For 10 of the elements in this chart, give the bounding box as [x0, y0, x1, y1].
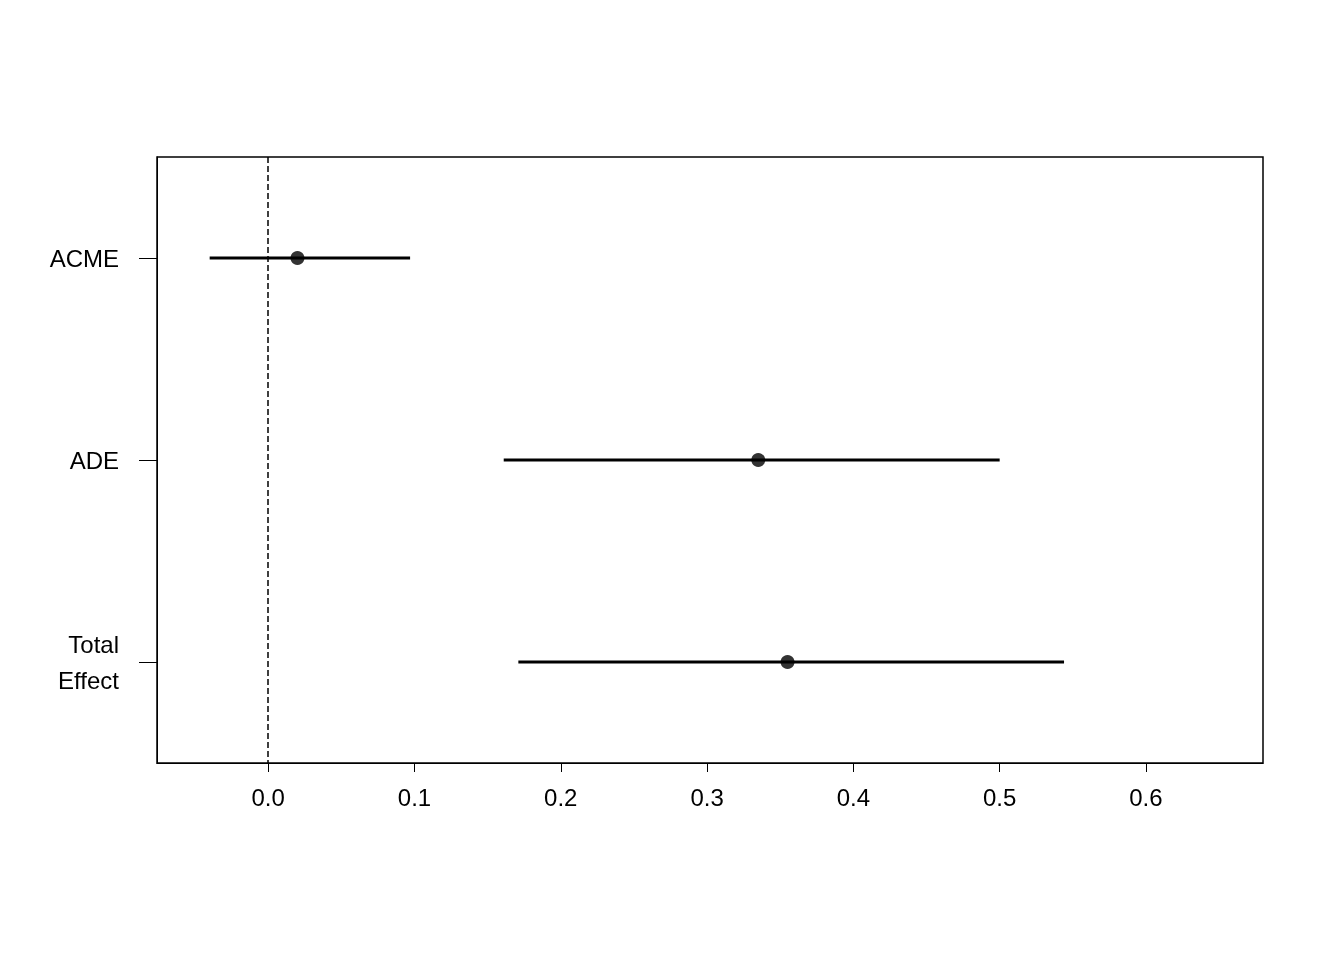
- y-tick-label: Total Effect: [58, 630, 120, 694]
- x-tick-label: 0.2: [544, 783, 578, 811]
- x-tick-label: 0.3: [690, 783, 724, 811]
- x-tick-label: 0.0: [251, 783, 285, 811]
- x-tick-label: 0.6: [1129, 783, 1163, 811]
- x-tick-label: 0.1: [397, 783, 432, 811]
- x-tick-label: 0.5: [982, 783, 1017, 811]
- y-tick-label: ADE: [69, 446, 119, 474]
- x-tick-label: 0.4: [836, 783, 871, 811]
- y-tick-label: ACME: [49, 244, 119, 272]
